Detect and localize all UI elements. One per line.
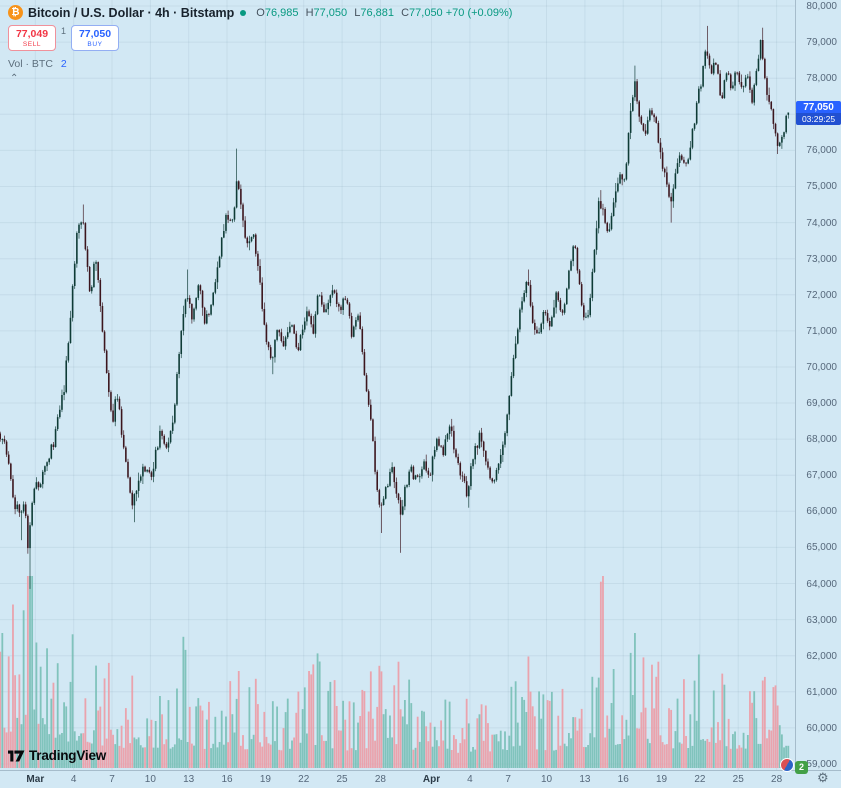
low-value: 76,881 — [360, 6, 395, 19]
ohlc-values: O76,985 H77,050 L76,881 C77,050 +70 (+0.… — [252, 7, 512, 19]
open-value: 76,985 — [264, 6, 299, 19]
time-scale-label: 16 — [617, 774, 629, 785]
tradingview-logo-text: TradingView — [29, 748, 107, 763]
buy-label: BUY — [87, 41, 103, 48]
price-scale-label: 64,000 — [806, 578, 837, 590]
buy-price: 77,050 — [78, 28, 112, 40]
time-scale-label: 22 — [298, 774, 310, 785]
time-scale[interactable]: Mar 4 7 10 13 16 19 22 25 28 Apr 4 7 10 13 16 19 22 25 28 — [0, 770, 841, 788]
open-label: O — [256, 6, 265, 19]
price-scale-label: 67,000 — [806, 470, 837, 482]
price-scale-label: 73,000 — [806, 253, 837, 265]
legend-collapse-icon[interactable]: ⌃ — [10, 73, 19, 84]
price-scale-label: 68,000 — [806, 434, 837, 446]
price-scale-label: 65,000 — [806, 542, 837, 554]
price-scale-label: 78,000 — [806, 73, 837, 85]
price-scale-label: 63,000 — [806, 614, 837, 626]
price-scale-label: 76,000 — [806, 145, 837, 157]
time-scale-label: 13 — [579, 774, 591, 785]
current-price-value: 77,050 — [803, 102, 834, 114]
price-scale-label: 69,000 — [806, 398, 837, 410]
price-scale-label: 71,000 — [806, 325, 837, 337]
price-scale-label: 70,000 — [806, 361, 837, 373]
price-scale-label: 74,000 — [806, 217, 837, 229]
time-scale-label: 28 — [374, 774, 386, 785]
time-scale-label: 22 — [694, 774, 706, 785]
time-scale-label: 13 — [183, 774, 195, 785]
price-scale-label: 60,000 — [806, 722, 837, 734]
sell-price: 77,049 — [15, 28, 49, 40]
close-value: 77,050 — [409, 6, 443, 19]
price-scale-label: 66,000 — [806, 506, 837, 518]
gear-icon[interactable]: ⚙ — [817, 770, 829, 785]
bar-countdown-timer: 03:29:25 — [796, 113, 841, 126]
tradingview-logo-icon — [8, 750, 25, 761]
price-scale-label: 75,000 — [806, 181, 837, 193]
close-label: C — [401, 6, 410, 19]
alerts-count-badge[interactable]: 2 — [795, 761, 808, 774]
time-scale-label: Mar — [26, 774, 45, 785]
price-scale-label: 79,000 — [806, 37, 837, 49]
current-price-tag: 77,050 03:29:25 — [796, 101, 841, 126]
time-scale-label: 7 — [505, 774, 511, 785]
price-scale-label: 59,000 — [806, 759, 837, 770]
bitcoin-icon: ₿ — [8, 5, 23, 20]
time-scale-label: Apr — [422, 774, 441, 785]
change-value: +70 (+0.09%) — [445, 6, 513, 19]
market-flag-icon[interactable] — [780, 758, 794, 772]
sell-label: SELL — [22, 41, 42, 48]
market-status-dot[interactable] — [240, 9, 247, 16]
chart-legend: ₿ Bitcoin / U.S. Dollar · 4h · Bitstamp … — [8, 5, 512, 84]
time-scale-label: 19 — [655, 774, 668, 785]
symbol-row: ₿ Bitcoin / U.S. Dollar · 4h · Bitstamp … — [8, 5, 512, 20]
time-scale-label: 25 — [732, 774, 744, 785]
price-chart-canvas[interactable] — [0, 0, 795, 770]
time-scale-label: 28 — [771, 774, 783, 785]
sell-button[interactable]: 77,049 SELL — [8, 25, 56, 51]
high-label: H — [305, 6, 314, 19]
time-scale-label: 10 — [144, 774, 156, 785]
time-scale-label: 16 — [221, 774, 233, 785]
time-scale-label: 4 — [70, 774, 77, 785]
volume-indicator-row: Vol · BTC 2 — [8, 58, 512, 70]
high-value: 77,050 — [313, 6, 348, 19]
volume-indicator-label[interactable]: Vol · BTC — [8, 58, 53, 70]
buy-button[interactable]: 77,050 BUY — [71, 25, 120, 51]
symbol-title[interactable]: Bitcoin / U.S. Dollar · 4h · Bitstamp — [28, 5, 235, 20]
price-scale-label: 62,000 — [806, 650, 837, 662]
price-scale-label: 80,000 — [806, 1, 837, 12]
time-scale-label: 4 — [467, 774, 473, 785]
tradingview-logo[interactable]: TradingView — [8, 748, 106, 763]
trade-buttons-row: 77,049 SELL 1 77,050 BUY — [8, 25, 512, 51]
time-scale-label: 25 — [336, 774, 348, 785]
low-label: L — [354, 6, 361, 19]
volume-indicator-badge: 2 — [60, 58, 67, 70]
time-scale-label: 7 — [109, 774, 115, 785]
time-scale-label: 10 — [540, 774, 553, 785]
spread-value: 1 — [61, 26, 67, 36]
price-scale[interactable]: 77,050 03:29:25 80,00079,00078,00077,000… — [795, 0, 841, 770]
price-scale-label: 72,000 — [806, 289, 837, 301]
price-scale-label: 61,000 — [806, 686, 837, 698]
time-scale-label: 19 — [259, 774, 271, 785]
